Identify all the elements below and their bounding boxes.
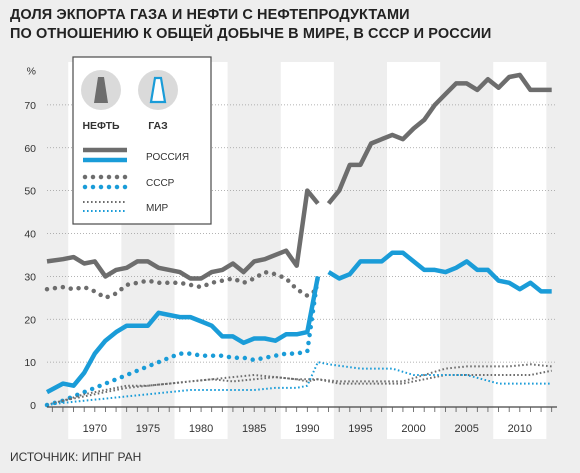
legend-oil-label: НЕФТЬ — [82, 120, 120, 132]
x-tick-1980: 1980 — [189, 423, 213, 435]
y-tick-30: 30 — [24, 271, 36, 283]
legend-gas-label: ГАЗ — [148, 120, 168, 132]
legend-world-label: МИР — [146, 203, 169, 214]
y-tick-60: 60 — [24, 143, 36, 155]
x-tick-2010: 2010 — [508, 423, 532, 435]
x-tick-1990: 1990 — [295, 423, 319, 435]
series-gas-ussr — [45, 275, 321, 395]
y-tick-70: 70 — [24, 100, 36, 112]
x-tick-1985: 1985 — [242, 423, 266, 435]
legend-ussr-label: СССР — [146, 178, 175, 189]
y-tick-10: 10 — [24, 357, 36, 369]
x-tick-1975: 1975 — [136, 423, 160, 435]
y-tick-40: 40 — [24, 229, 36, 241]
legend: НЕФТЬ ГАЗ РОССИЯ СССР МИР — [72, 56, 212, 225]
y-tick-0: 0 — [30, 400, 36, 412]
axes-layer: 0 10 20 30 40 50 60 70% 1970 1975 1980 1985 1990 1995… — [24, 66, 557, 435]
y-axis-label: % — [27, 66, 36, 78]
band-2010 — [493, 62, 547, 439]
chart-title-line-1: ДОЛЯ ЭКПОРТА ГАЗА И НЕФТИ С НЕФТЕПРОДУКТ… — [10, 7, 410, 23]
legend-russia-label: РОССИЯ — [146, 152, 189, 163]
oil-icon — [94, 77, 108, 103]
x-tick-1995: 1995 — [348, 423, 372, 435]
series-gas-world-dots — [46, 361, 552, 406]
series-oil-world-dots — [46, 363, 552, 406]
gas-icon — [149, 76, 167, 104]
chart-title-line-2: ПО ОТНОШЕНИЮ К ОБЩЕЙ ДОБЫЧЕ В МИРЕ, В СС… — [10, 26, 492, 42]
x-tick-1970: 1970 — [83, 423, 107, 435]
series-layer — [44, 72, 552, 408]
x-tick-2000: 2000 — [401, 423, 425, 435]
series-oil-ussr — [46, 188, 320, 281]
source-note: ИСТОЧНИК: ИПНГ РАН — [10, 450, 142, 464]
x-tick-2005: 2005 — [454, 423, 478, 435]
plot-bands — [68, 62, 547, 439]
series-oil-ussr-dots — [44, 269, 321, 301]
band-2000 — [387, 62, 441, 439]
band-1990 — [280, 62, 334, 439]
chart-title: ДОЛЯ ЭКПОРТА ГАЗА И НЕФТИ С НЕФТЕПРОДУКТ… — [10, 6, 570, 44]
series-oil-russia — [326, 72, 552, 205]
y-tick-20: 20 — [24, 314, 36, 326]
series-gas-russia — [327, 250, 552, 294]
y-tick-50: 50 — [24, 186, 36, 198]
